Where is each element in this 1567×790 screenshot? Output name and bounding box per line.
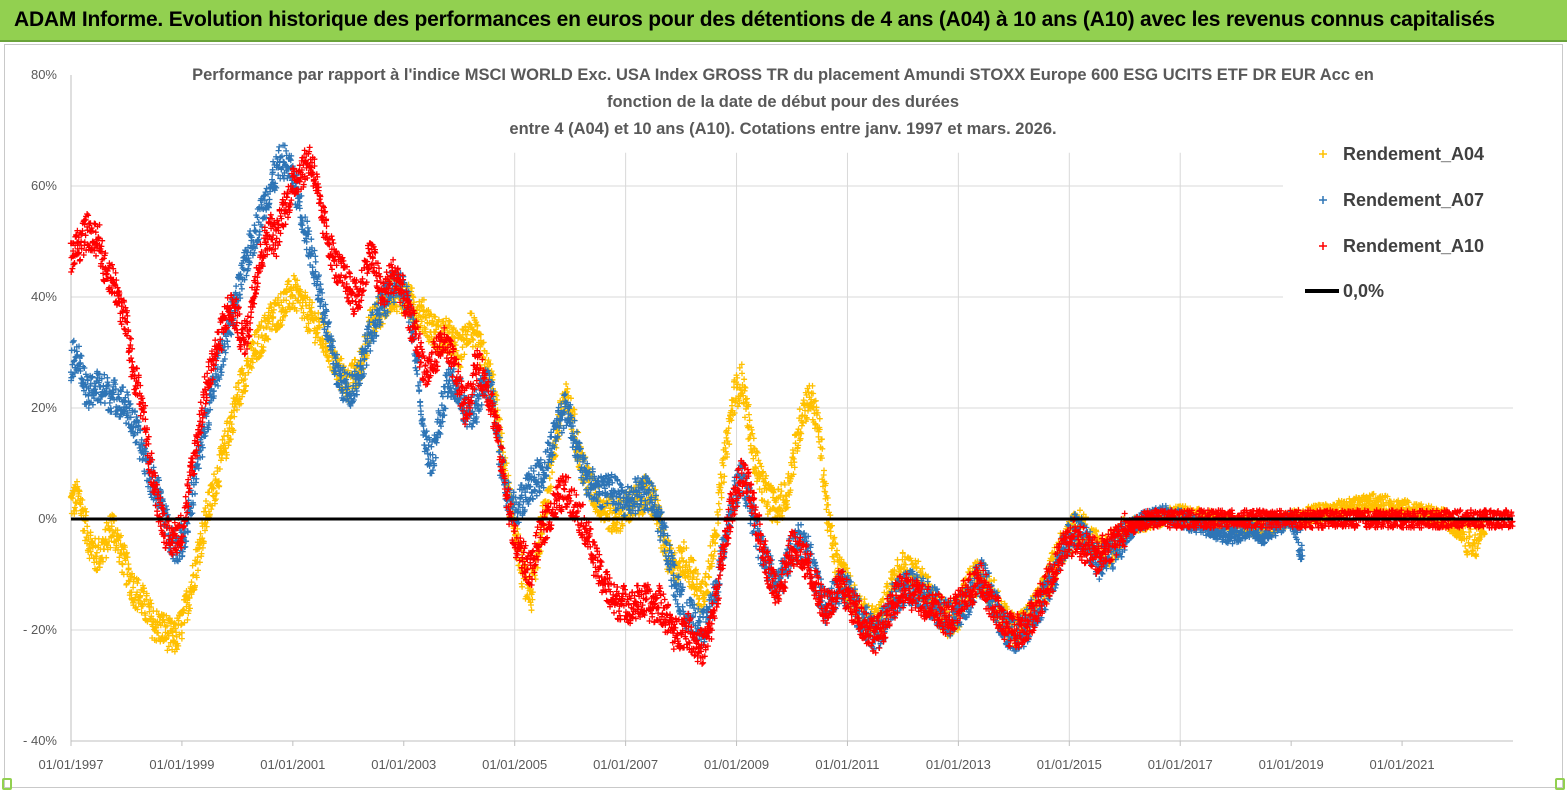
y-tick-label: 20% xyxy=(31,400,57,415)
legend-label: Rendement_A04 xyxy=(1343,144,1484,164)
x-tick-label: 01/01/2021 xyxy=(1370,757,1435,772)
y-tick-label: 40% xyxy=(31,289,57,304)
x-tick-label: 01/01/1999 xyxy=(149,757,214,772)
report-banner: ADAM Informe. Evolution historique des p… xyxy=(0,0,1567,42)
x-tick-label: 01/01/2013 xyxy=(926,757,991,772)
chart-title-line: Performance par rapport à l'indice MSCI … xyxy=(192,66,1374,84)
scatter-chart: 80% 60% 40% 20% 0% - 20% - 40% 01/01/1997 01/01/… xyxy=(23,66,1516,772)
x-tick-label: 01/01/2003 xyxy=(371,757,436,772)
chart-area: 80% 60% 40% 20% 0% - 20% - 40% 01/01/1997 01/01/… xyxy=(2,44,1565,790)
legend-marker-plus xyxy=(1319,242,1327,250)
y-tick-label: 80% xyxy=(31,67,57,82)
legend-label: 0,0% xyxy=(1343,281,1384,301)
x-tick-label: 01/01/2015 xyxy=(1037,757,1102,772)
x-tick-label: 01/01/2005 xyxy=(482,757,547,772)
x-tick-label: 01/01/2019 xyxy=(1259,757,1324,772)
report-title: ADAM Informe. Evolution historique des p… xyxy=(14,8,1495,31)
x-tick-label: 01/01/2017 xyxy=(1148,757,1213,772)
chart-title-line: fonction de la date de début pour des du… xyxy=(607,93,959,111)
x-tick-label: 01/01/2011 xyxy=(815,757,879,772)
y-tick-label: 60% xyxy=(31,178,57,193)
y-tick-label: - 20% xyxy=(23,622,57,637)
y-tick-label: - 40% xyxy=(23,733,57,748)
resize-handle-bottom-left[interactable] xyxy=(2,778,12,790)
x-tick-label: 01/01/2001 xyxy=(260,757,325,772)
legend-marker-plus xyxy=(1319,196,1327,204)
legend-label: Rendement_A10 xyxy=(1343,236,1484,256)
legend-marker-plus xyxy=(1319,150,1327,158)
resize-handle-bottom-right[interactable] xyxy=(1555,778,1565,790)
legend-label: Rendement_A07 xyxy=(1343,190,1484,210)
y-tick-label: 0% xyxy=(38,511,57,526)
x-tick-label: 01/01/2007 xyxy=(593,757,658,772)
x-tick-label: 01/01/2009 xyxy=(704,757,769,772)
legend-box xyxy=(1283,141,1513,363)
chart-title-line: entre 4 (A04) et 10 ans (A10). Cotations… xyxy=(509,120,1056,138)
x-tick-label: 01/01/1997 xyxy=(38,757,103,772)
